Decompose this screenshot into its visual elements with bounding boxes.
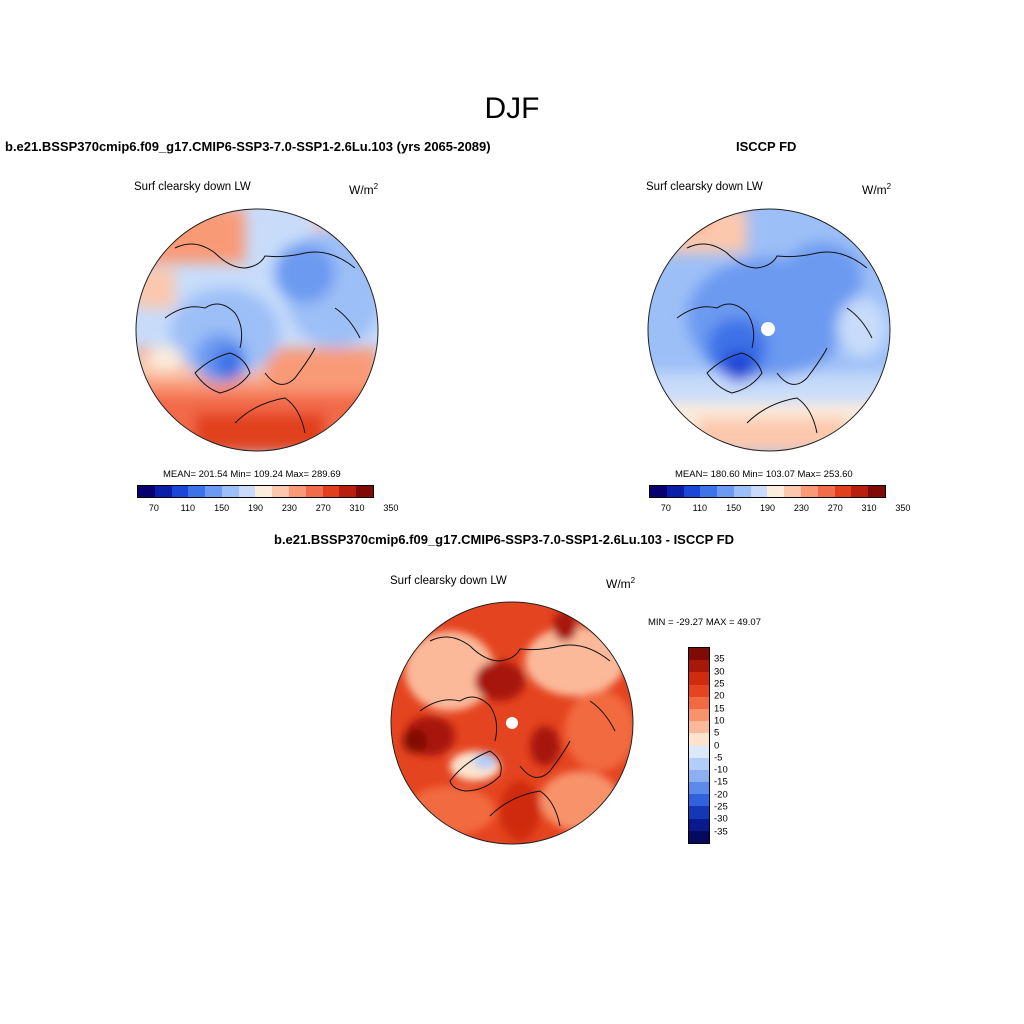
colorbar-swatch: [356, 486, 373, 497]
colorbar-swatch: [289, 486, 306, 497]
colorbar-swatch: [689, 696, 709, 709]
colorbar-swatch: [817, 486, 835, 497]
panel-1-colorbar: [137, 485, 374, 498]
panel-1-polar-map: [135, 208, 379, 452]
colorbar-tick-label: 30: [714, 666, 725, 678]
colorbar-tick-label: 0: [714, 740, 720, 751]
colorbar-swatch: [689, 782, 709, 795]
colorbar-tick-label: -30: [714, 813, 728, 825]
colorbar-swatch: [689, 794, 709, 807]
colorbar-swatch: [666, 486, 684, 497]
colorbar-tick-label: 350: [895, 503, 911, 513]
colorbar-tick-label: 310: [349, 503, 365, 513]
colorbar-tick-label: 230: [281, 503, 297, 513]
colorbar-tick-label: 310: [861, 503, 877, 513]
colorbar-tick-label: 10: [714, 715, 725, 727]
colorbar-swatch: [689, 733, 709, 746]
colorbar-swatch: [689, 806, 709, 819]
colorbar-tick-label: -20: [714, 789, 728, 801]
panel-1-stats: MEAN= 201.54 Min= 109.24 Max= 289.69: [163, 469, 341, 480]
panel-2-title: ISCCP FD: [736, 139, 797, 154]
panel-1-colorbar-ticks: 70 110 150 190 230 270 310 350: [137, 503, 399, 515]
panel-3-title: b.e21.BSSP370cmip6.f09_g17.CMIP6-SSP3-7.…: [274, 532, 735, 547]
page-title: DJF: [484, 92, 540, 125]
panel-1-title: b.e21.BSSP370cmip6.f09_g17.CMIP6-SSP3-7.…: [5, 139, 491, 154]
panel-3-colorbar-ticks: 35 30 25 20 15 10 5 0 -5 -10 -15 -20 -25 -30 -35: [714, 647, 754, 844]
colorbar-swatch: [689, 708, 709, 722]
colorbar-tick-label: 110: [692, 503, 707, 513]
colorbar-swatch: [689, 818, 709, 831]
colorbar-swatch: [272, 486, 290, 497]
colorbar-tick-label: 270: [827, 503, 843, 513]
colorbar-swatch: [700, 486, 718, 497]
panel-3-stats: MIN = -29.27 MAX = 49.07: [648, 617, 762, 628]
colorbar-tick-label: 270: [315, 503, 331, 513]
panel-3-units: W/m2: [606, 576, 636, 591]
panel-2-units: W/m2: [862, 182, 892, 197]
panel-2-polar-map: [647, 208, 891, 452]
colorbar-swatch: [868, 486, 885, 497]
colorbar-swatch: [205, 486, 222, 497]
colorbar-swatch: [683, 486, 701, 497]
colorbar-tick-label: -5: [714, 752, 723, 764]
panel-2-colorbar: [649, 485, 886, 498]
panel-3-variable-label: Surf clearsky down LW: [390, 575, 507, 587]
colorbar-tick-label: 110: [180, 503, 195, 513]
colorbar-swatch: [750, 486, 768, 497]
colorbar-swatch: [188, 486, 206, 497]
colorbar-swatch: [238, 486, 256, 497]
colorbar-swatch: [689, 660, 709, 673]
colorbar-swatch: [689, 684, 709, 697]
colorbar-swatch: [834, 486, 852, 497]
colorbar-swatch: [689, 745, 709, 758]
colorbar-swatch: [689, 721, 709, 734]
colorbar-swatch: [650, 486, 667, 497]
colorbar-swatch: [171, 486, 189, 497]
colorbar-swatch: [339, 486, 357, 497]
colorbar-tick-label: 150: [726, 503, 742, 513]
colorbar-swatch: [717, 486, 734, 497]
panel-2-colorbar-ticks: 70 110 150 190 230 270 310 350: [649, 503, 911, 515]
colorbar-tick-label: -35: [714, 826, 728, 838]
colorbar-tick-label: -25: [714, 801, 728, 813]
colorbar-tick-label: 190: [759, 503, 776, 513]
colorbar-swatch: [689, 830, 709, 843]
panel-3-colorbar: [688, 647, 710, 844]
colorbar-tick-label: 230: [793, 503, 809, 513]
colorbar-tick-label: 25: [714, 678, 725, 690]
panel-1-units: W/m2: [349, 182, 379, 197]
colorbar-swatch: [689, 672, 709, 685]
colorbar-tick-label: 70: [660, 503, 671, 513]
colorbar-tick-label: 5: [714, 727, 720, 739]
colorbar-swatch: [322, 486, 340, 497]
colorbar-tick-label: 190: [247, 503, 264, 513]
colorbar-swatch: [767, 486, 785, 497]
colorbar-swatch: [689, 769, 709, 783]
panel-2-variable-label: Surf clearsky down LW: [646, 181, 763, 193]
panel-3-polar-map: [390, 601, 634, 845]
colorbar-swatch: [801, 486, 818, 497]
colorbar-tick-label: 70: [148, 503, 159, 513]
colorbar-swatch: [689, 757, 709, 770]
colorbar-tick-label: -10: [714, 764, 728, 776]
colorbar-tick-label: 15: [714, 703, 725, 715]
colorbar-swatch: [851, 486, 869, 497]
colorbar-tick-label: -15: [714, 776, 728, 788]
colorbar-tick-label: 350: [383, 503, 399, 513]
colorbar-tick-label: 20: [714, 690, 725, 702]
colorbar-tick-label: 35: [714, 653, 725, 665]
colorbar-tick-label: 150: [214, 503, 230, 513]
colorbar-swatch: [733, 486, 751, 497]
colorbar-swatch: [221, 486, 239, 497]
colorbar-swatch: [154, 486, 172, 497]
colorbar-swatch: [305, 486, 323, 497]
panel-2-stats: MEAN= 180.60 Min= 103.07 Max= 253.60: [675, 469, 853, 480]
colorbar-swatch: [255, 486, 273, 497]
colorbar-swatch: [689, 648, 709, 661]
colorbar-swatch: [784, 486, 802, 497]
colorbar-swatch: [138, 486, 155, 497]
panel-1-variable-label: Surf clearsky down LW: [134, 181, 251, 193]
